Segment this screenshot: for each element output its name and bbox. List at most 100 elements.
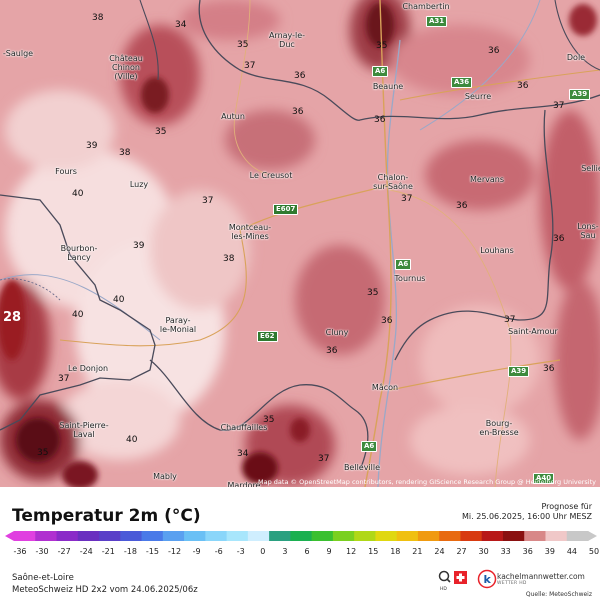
place-label: Beaune: [372, 81, 404, 91]
scale-tick-label: 44: [567, 547, 577, 556]
magnifier-hd-icon[interactable]: HD: [438, 570, 451, 593]
place-label: Le Donjon: [67, 363, 109, 373]
place-label: Lons- Sau: [577, 222, 599, 240]
road-label: A6: [372, 66, 389, 77]
scale-segment: [247, 531, 270, 541]
place-label: Château Chinon (Ville): [109, 53, 143, 81]
temperature-value: 40: [126, 435, 138, 445]
scale-tick-label: -12: [168, 547, 181, 556]
temperature-value: 37: [318, 454, 330, 464]
scale-segment: [184, 531, 206, 541]
scale-tick-label: 15: [368, 547, 378, 556]
scale-segment: [56, 531, 79, 541]
place-label: Cluny: [325, 327, 349, 337]
scale-tick-label: -21: [102, 547, 115, 556]
scale-segment: [205, 531, 228, 541]
road-label: A39: [508, 366, 530, 377]
color-scale: -36 -30 -27 -24 -21 -18 -15 -12 -9 -6 -3 0 3 6 9 12 15 18…: [5, 531, 599, 556]
scale-segment: [77, 531, 100, 541]
forecast-date: Mi. 25.06.2025, 16:00 Uhr MESZ: [462, 512, 592, 521]
place-label: -Saulge: [2, 48, 34, 58]
data-source: Quelle: MeteoSchweiz: [525, 591, 592, 598]
road-label: E607: [273, 204, 299, 215]
forecast-label: Prognose für: [541, 502, 592, 511]
place-label: Seurre: [464, 91, 492, 101]
scale-tick-label: 3: [282, 547, 287, 556]
road-label: A39: [569, 89, 591, 100]
scale-segment: [311, 531, 334, 541]
legend-footer: Temperatur 2m (°C) Prognose für Mi. 25.0…: [0, 487, 600, 600]
temperature-value: 40: [72, 310, 84, 320]
scale-segment: [396, 531, 419, 541]
brand-name[interactable]: kachelmannwetter.com: [497, 572, 585, 581]
scale-segment: [120, 531, 143, 541]
temperature-value: 40: [72, 189, 84, 199]
temperature-map[interactable]: Chambertin -Saulge Château Chinon (Ville) Arn…: [0, 0, 600, 487]
scale-segment: [566, 531, 589, 541]
place-label: Chalon-sur-Saône: [373, 173, 413, 191]
scale-tick-label: 50: [589, 547, 599, 556]
temperature-value: 36: [488, 46, 500, 56]
scale-tick-label: 12: [346, 547, 356, 556]
scale-tick-label: 24: [434, 547, 444, 556]
place-label: Mardore: [227, 480, 261, 488]
scale-segment: [269, 531, 291, 541]
scale-tick-label: -9: [193, 547, 201, 556]
temperature-value: 40: [113, 295, 125, 305]
scale-segment: [481, 531, 504, 541]
temperature-value: 39: [133, 241, 145, 251]
temperature-value: 37: [244, 61, 256, 71]
scale-arrow-left: [5, 531, 14, 541]
place-label: Luzy: [129, 179, 149, 189]
scale-segment: [545, 531, 568, 541]
scale-segment: [524, 531, 546, 541]
temperature-value: 35: [263, 415, 275, 425]
place-label: Bourg-en-Bresse: [479, 419, 519, 437]
scale-tick-label: -3: [237, 547, 245, 556]
place-label: Le Creusot: [249, 170, 293, 180]
scale-tick-label: -18: [124, 547, 137, 556]
temperature-value: 35: [376, 41, 388, 51]
place-label: Dole: [566, 52, 586, 62]
place-label: Montceau-les-Mines: [228, 223, 272, 241]
place-label: Sellie: [581, 163, 600, 173]
scale-segment: [162, 531, 185, 541]
road-label: E62: [257, 331, 278, 342]
scale-tick-label: 30: [479, 547, 489, 556]
place-label: Bourbon- Lancy: [60, 244, 98, 262]
road-label: A6: [361, 441, 378, 452]
scale-segment: [417, 531, 440, 541]
temperature-value: 37: [202, 196, 214, 206]
road-label: A40: [533, 473, 555, 484]
temperature-value: 35: [155, 127, 167, 137]
place-label: Tournus: [394, 273, 426, 283]
temperature-value: 35: [37, 448, 49, 458]
scale-segment: [439, 531, 461, 541]
road-label: A6: [395, 259, 412, 270]
place-label: Louhans: [480, 245, 514, 255]
temperature-value: 38: [92, 13, 104, 23]
temperature-value: 36: [553, 234, 565, 244]
kachelmann-logo-icon: k: [477, 569, 497, 589]
place-label: Saint-Pierre- Laval: [59, 421, 109, 439]
scale-tick-label: -6: [215, 547, 223, 556]
scale-segment: [14, 531, 36, 541]
temperature-value: 34: [237, 449, 249, 459]
scale-tick-label: -36: [13, 547, 26, 556]
map-title: Temperatur 2m (°C): [12, 506, 201, 526]
temperature-value: 36: [517, 81, 529, 91]
scale-segment: [354, 531, 376, 541]
scale-tick-label: -30: [36, 547, 49, 556]
road-label: A36: [451, 77, 473, 88]
map-attribution: Map data © OpenStreetMap contributors, r…: [258, 478, 596, 486]
scale-segment: [99, 531, 121, 541]
scale-tick-label: 21: [412, 547, 422, 556]
temperature-value: 38: [119, 148, 131, 158]
temperature-value: 36: [456, 201, 468, 211]
scale-segment: [460, 531, 483, 541]
scale-segment: [375, 531, 398, 541]
temperature-value: 37: [504, 315, 516, 325]
scale-tick-label: 6: [304, 547, 309, 556]
scale-arrow-right: [588, 531, 597, 541]
